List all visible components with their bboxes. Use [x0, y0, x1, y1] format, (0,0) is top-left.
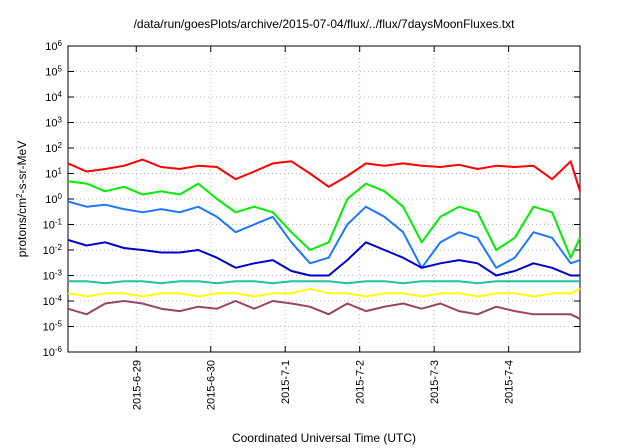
y-tick-base: 10	[43, 220, 55, 232]
series-lines	[67, 158, 581, 320]
y-tick-exponent: 5	[58, 64, 63, 73]
series-line-4	[67, 238, 580, 277]
y-tick-exponent: 4	[58, 90, 63, 99]
y-tick-label: 105	[45, 64, 62, 79]
y-tick-exponent: 1	[58, 166, 63, 175]
grid	[68, 46, 580, 352]
y-tick-exponent: -4	[55, 294, 63, 303]
y-tick-exponent: -5	[55, 319, 63, 328]
series-line-3	[67, 200, 581, 269]
y-tick-base: 10	[43, 296, 55, 308]
y-tick-base: 10	[43, 322, 55, 334]
y-tick-label: 10-3	[43, 268, 63, 283]
y-axis-label-exponent: 2	[15, 193, 24, 198]
series-line-6	[67, 287, 581, 298]
y-tick-base: 10	[45, 118, 57, 130]
y-tick-base: 10	[45, 143, 57, 155]
y-tick-base: 10	[45, 194, 57, 206]
y-tick-base: 10	[45, 92, 57, 104]
y-tick-label: 10-1	[43, 217, 63, 232]
x-tick-label: 2015-6-29	[131, 360, 143, 410]
y-tick-exponent: 0	[58, 192, 63, 201]
x-tick-label: 2015-6-30	[206, 360, 218, 410]
y-tick-label: 10-4	[43, 294, 63, 309]
series-line-5	[68, 280, 580, 285]
y-tick-label: 101	[45, 166, 62, 181]
y-tick-label: 102	[45, 141, 62, 156]
y-axis-label-part1: protons/cm	[15, 198, 29, 257]
y-tick-label: 10-5	[43, 319, 63, 334]
y-tick-base: 10	[43, 245, 55, 257]
x-axis: 2015-6-29 2015-6-30 2015-7-1 2015-7-2 2015-7…	[131, 46, 516, 410]
y-tick-label: 10-6	[43, 345, 63, 360]
y-tick-label: 10-2	[43, 243, 63, 258]
y-tick-base: 10	[45, 169, 57, 181]
y-tick-exponent: 6	[58, 39, 63, 48]
x-tick-label: 2015-7-2	[355, 360, 367, 404]
y-tick-label: 106	[45, 39, 62, 54]
y-tick-exponent: -6	[55, 345, 63, 354]
y-tick-label: 100	[45, 192, 62, 207]
y-tick-exponent: 3	[58, 115, 63, 124]
y-tick-base: 10	[45, 67, 57, 79]
y-tick-label: 103	[45, 115, 62, 130]
y-tick-base: 10	[45, 41, 57, 53]
chart-title: /data/run/goesPlots/archive/2015-07-04/f…	[134, 17, 516, 31]
series-line-2	[67, 180, 581, 259]
x-tick-label: 2015-7-4	[504, 360, 516, 404]
series-line-1	[67, 158, 581, 192]
y-tick-exponent: 2	[58, 141, 63, 150]
y-tick-base: 10	[43, 271, 55, 283]
y-axis-label: protons/cm2-s-sr-MeV	[15, 141, 30, 257]
y-tick-base: 10	[43, 347, 55, 359]
x-axis-label: Coordinated Universal Time (UTC)	[232, 431, 416, 445]
x-tick-label: 2015-7-3	[429, 360, 441, 404]
y-tick-exponent: -1	[55, 217, 63, 226]
series-line-7	[67, 300, 581, 320]
y-tick-label: 104	[45, 90, 62, 105]
y-tick-exponent: -3	[55, 268, 63, 277]
y-axis-label-part2: -s-sr-MeV	[15, 141, 29, 194]
x-tick-label: 2015-7-1	[280, 360, 292, 404]
y-axis: 10-610-510-410-310-210-11001011021031041…	[43, 39, 580, 360]
y-tick-exponent: -2	[55, 243, 63, 252]
